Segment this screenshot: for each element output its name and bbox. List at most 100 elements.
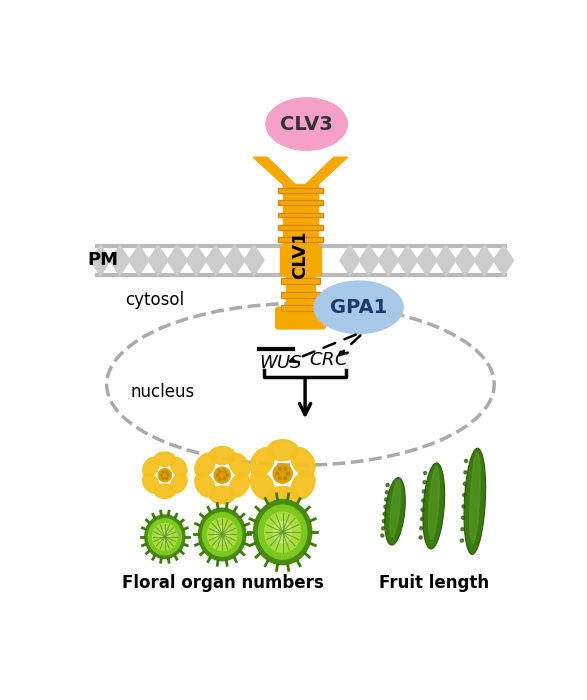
Ellipse shape [423, 463, 444, 549]
Ellipse shape [284, 477, 286, 480]
Polygon shape [417, 245, 437, 276]
Text: Fruit length: Fruit length [379, 574, 490, 592]
Ellipse shape [171, 457, 187, 477]
Polygon shape [494, 245, 514, 276]
Polygon shape [378, 245, 399, 276]
Ellipse shape [384, 505, 387, 508]
Polygon shape [359, 245, 379, 276]
Ellipse shape [381, 534, 384, 537]
Text: CLV1: CLV1 [292, 230, 309, 279]
Polygon shape [148, 245, 168, 276]
Ellipse shape [278, 468, 281, 470]
Ellipse shape [250, 471, 274, 500]
Ellipse shape [258, 505, 307, 559]
Ellipse shape [291, 471, 315, 500]
Ellipse shape [143, 457, 159, 477]
Polygon shape [474, 245, 494, 276]
Ellipse shape [250, 447, 274, 476]
Text: $\mathbf{\mathit{WUS}}$: $\mathbf{\mathit{WUS}}$ [259, 354, 303, 372]
Ellipse shape [223, 478, 225, 480]
Polygon shape [278, 188, 323, 193]
Ellipse shape [423, 481, 426, 484]
Ellipse shape [382, 527, 384, 530]
Text: CLV3: CLV3 [280, 115, 333, 134]
Ellipse shape [267, 486, 298, 507]
Ellipse shape [429, 466, 439, 540]
Ellipse shape [273, 464, 292, 483]
Ellipse shape [464, 448, 485, 554]
Ellipse shape [160, 474, 162, 476]
Text: nucleus: nucleus [130, 383, 195, 401]
Ellipse shape [209, 486, 235, 504]
Polygon shape [278, 213, 323, 217]
Ellipse shape [166, 477, 168, 480]
Polygon shape [225, 245, 245, 276]
Ellipse shape [461, 517, 464, 519]
Ellipse shape [143, 473, 159, 493]
Ellipse shape [162, 471, 164, 473]
Ellipse shape [158, 530, 171, 544]
Polygon shape [455, 245, 475, 276]
Polygon shape [129, 245, 149, 276]
Ellipse shape [278, 477, 281, 480]
Ellipse shape [420, 526, 423, 530]
Text: Floral organ numbers: Floral organ numbers [122, 574, 324, 592]
Ellipse shape [217, 474, 219, 477]
Polygon shape [286, 275, 315, 309]
Polygon shape [436, 245, 456, 276]
Ellipse shape [158, 469, 171, 482]
Polygon shape [244, 245, 264, 276]
Ellipse shape [274, 522, 292, 542]
Text: PM: PM [87, 251, 119, 270]
Ellipse shape [314, 281, 403, 333]
Polygon shape [253, 157, 299, 188]
Polygon shape [281, 305, 320, 311]
Ellipse shape [219, 478, 221, 480]
Ellipse shape [195, 473, 215, 497]
Ellipse shape [384, 498, 387, 501]
Ellipse shape [265, 512, 301, 552]
Ellipse shape [223, 470, 225, 473]
Ellipse shape [284, 468, 286, 470]
Ellipse shape [463, 494, 466, 496]
Ellipse shape [171, 473, 187, 493]
Ellipse shape [154, 484, 176, 498]
Ellipse shape [420, 517, 423, 521]
Ellipse shape [462, 505, 465, 508]
Ellipse shape [461, 528, 464, 531]
Ellipse shape [382, 519, 386, 523]
Ellipse shape [276, 473, 279, 475]
Polygon shape [302, 157, 348, 188]
Ellipse shape [225, 474, 228, 477]
Ellipse shape [390, 480, 400, 537]
Ellipse shape [167, 474, 170, 476]
Ellipse shape [424, 471, 427, 475]
Ellipse shape [267, 440, 298, 461]
Ellipse shape [463, 482, 467, 485]
Ellipse shape [214, 467, 230, 483]
Ellipse shape [266, 98, 348, 150]
Ellipse shape [195, 454, 215, 477]
Polygon shape [187, 245, 207, 276]
Ellipse shape [386, 484, 389, 486]
Ellipse shape [460, 539, 463, 542]
Polygon shape [397, 245, 417, 276]
Polygon shape [167, 245, 187, 276]
Ellipse shape [209, 447, 235, 464]
Text: $\mathbf{\mathit{CRC}}$: $\mathbf{\mathit{CRC}}$ [309, 351, 349, 370]
Polygon shape [281, 291, 320, 298]
Polygon shape [281, 246, 321, 275]
Ellipse shape [166, 471, 168, 473]
Ellipse shape [470, 453, 480, 543]
Polygon shape [90, 245, 110, 276]
Polygon shape [278, 225, 323, 230]
Ellipse shape [154, 452, 176, 466]
Ellipse shape [145, 515, 185, 559]
Text: cytosol: cytosol [125, 290, 184, 309]
Ellipse shape [384, 477, 405, 545]
Polygon shape [281, 278, 320, 284]
Polygon shape [278, 200, 323, 205]
Polygon shape [340, 245, 360, 276]
Ellipse shape [383, 512, 386, 515]
Ellipse shape [219, 470, 221, 473]
